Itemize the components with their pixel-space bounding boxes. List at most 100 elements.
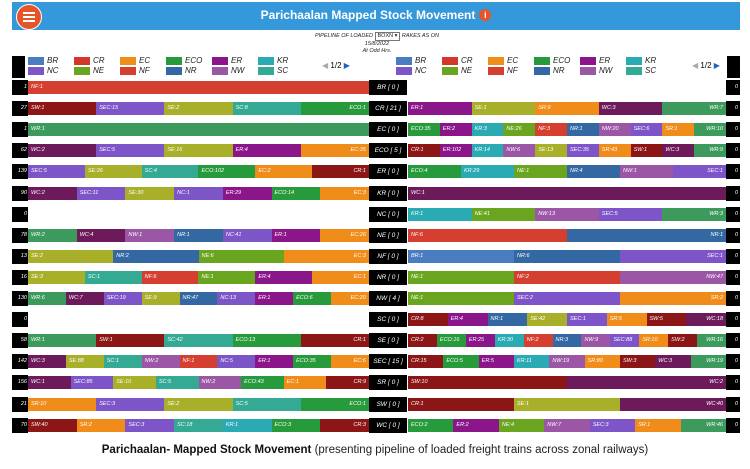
movement-bar-sr[interactable]: SR:10 — [28, 397, 97, 411]
movement-bar-kr[interactable]: KR:11 — [513, 355, 550, 369]
movement-bar-sw[interactable]: SW:40 — [28, 418, 77, 432]
movement-bar-ec[interactable]: EC:20 — [331, 292, 369, 305]
legend-item-kr[interactable]: KR — [626, 56, 656, 66]
movement-bar-kr[interactable]: KR:1 — [222, 418, 272, 432]
movement-bar-kr[interactable]: KR:29 — [461, 165, 514, 179]
movement-bar-sec[interactable]: SEC:5 — [96, 144, 165, 158]
movement-bar-er[interactable]: ER:1 — [255, 355, 294, 369]
movement-bar-se[interactable]: SE:10 — [113, 376, 156, 390]
movement-bar-sc[interactable]: SC:5 — [155, 376, 199, 390]
movement-bar-ne[interactable]: NE:1 — [408, 292, 514, 305]
movement-bar-eco[interactable]: ECO:5 — [443, 355, 479, 369]
legend-item-br[interactable]: BR — [28, 56, 58, 66]
movement-bar-se[interactable]: SE:42 — [527, 313, 567, 327]
movement-bar-wr[interactable]: WR:10 — [694, 123, 726, 137]
movement-bar-se[interactable]: SE:2 — [28, 249, 114, 263]
movement-bar-cr[interactable]: CR:9 — [326, 376, 369, 390]
movement-bar-er[interactable]: ER:2 — [439, 123, 472, 137]
movement-bar-er[interactable]: ER:102 — [439, 144, 472, 158]
movement-bar-er[interactable]: ER:2 — [453, 418, 499, 432]
movement-bar-eco[interactable]: ECO:35 — [293, 355, 331, 369]
movement-bar-se[interactable]: SE:26 — [84, 165, 142, 179]
movement-bar-se[interactable]: SE:9 — [141, 292, 180, 305]
movement-bar-ne[interactable]: NE:4 — [498, 418, 545, 432]
movement-bar-nc[interactable]: NC:5 — [217, 355, 256, 369]
movement-bar-nw[interactable]: NW:20 — [598, 123, 631, 137]
movement-bar-nw[interactable]: NW:47 — [620, 270, 726, 284]
movement-bar-sr[interactable]: SR:9 — [535, 102, 599, 116]
movement-bar-wc[interactable]: WC:4 — [76, 228, 126, 242]
movement-bar-wr[interactable]: WR:46 — [680, 418, 726, 432]
movement-bar-ec[interactable]: EC:1 — [312, 270, 369, 284]
movement-bar-wr[interactable]: WR:3 — [662, 207, 726, 221]
movement-bar-wc[interactable]: WC:2 — [28, 186, 77, 200]
pager-left[interactable]: ◀ 1/2 ▶ — [322, 61, 350, 70]
zone-label[interactable]: NR [ 0 ] — [369, 269, 407, 285]
legend-item-nc[interactable]: NC — [28, 66, 59, 76]
zone-label[interactable]: NF [ 0 ] — [369, 248, 407, 264]
movement-bar-sw[interactable]: SW:5 — [646, 313, 687, 327]
movement-bar-wr[interactable]: WR:7 — [662, 102, 726, 116]
movement-bar-se[interactable]: SE:2 — [164, 102, 233, 116]
legend-item-er[interactable]: ER — [580, 56, 610, 66]
movement-bar-wr[interactable]: WR:1 — [28, 123, 369, 137]
movement-bar-nr[interactable]: NR:1 — [174, 228, 223, 242]
movement-bar-sec[interactable]: SEC:3 — [125, 418, 175, 432]
movement-bar-ne[interactable]: NE:1 — [408, 270, 514, 284]
movement-bar-wc[interactable]: WC:1 — [408, 186, 726, 200]
zone-label[interactable]: NE [ 0 ] — [369, 227, 407, 243]
movement-bar-eco[interactable]: ECO:14 — [271, 186, 321, 200]
movement-bar-sec[interactable]: SEC:85 — [70, 376, 114, 390]
movement-bar-ne[interactable]: NE:6 — [198, 249, 284, 263]
legend-item-nr[interactable]: NR — [534, 66, 565, 76]
movement-bar-ec[interactable]: EC:3 — [320, 186, 369, 200]
zone-label[interactable]: ECO [ 5 ] — [369, 143, 407, 159]
zone-label[interactable]: EC [ 0 ] — [369, 122, 407, 138]
movement-bar-sc[interactable]: SC:18 — [174, 418, 223, 432]
movement-bar-nc[interactable]: NC:13 — [217, 292, 256, 305]
movement-bar-se[interactable]: SE:16 — [164, 144, 233, 158]
movement-bar-se[interactable]: SE:1 — [514, 397, 620, 411]
legend-item-cr[interactable]: CR — [442, 56, 473, 66]
pager-prev-icon[interactable]: ◀ — [322, 61, 329, 70]
movement-bar-eco[interactable]: ECO:4 — [408, 165, 461, 179]
zone-label[interactable]: WC [ 0 ] — [369, 417, 407, 433]
movement-bar-wc[interactable]: WC:2 — [28, 144, 97, 158]
movement-bar-nr[interactable]: NR:6 — [514, 249, 620, 263]
movement-bar-er[interactable]: ER:29 — [222, 186, 272, 200]
movement-bar-nw[interactable]: NW:19 — [549, 355, 585, 369]
movement-bar-wc[interactable]: WC:18 — [686, 313, 726, 327]
movement-bar-sc[interactable]: SC:1 — [103, 355, 142, 369]
pager-next-icon[interactable]: ▶ — [343, 61, 350, 70]
movement-bar-se[interactable]: SE:30 — [125, 186, 175, 200]
pager-next-icon[interactable]: ▶ — [713, 61, 720, 70]
movement-bar-ec[interactable]: EC:2 — [255, 165, 313, 179]
movement-bar-er[interactable]: ER:1 — [255, 292, 294, 305]
movement-bar-nw[interactable]: NW:2 — [198, 376, 242, 390]
movement-bar-eco[interactable]: ECO:3 — [271, 418, 321, 432]
movement-bar-ec[interactable]: EC:3 — [283, 249, 369, 263]
movement-bar-nw[interactable]: NW:13 — [535, 207, 599, 221]
legend-item-ec[interactable]: EC — [488, 56, 518, 66]
movement-bar-sec[interactable]: SEC:15 — [96, 102, 165, 116]
zone-label[interactable]: KR [ 0 ] — [369, 185, 407, 201]
movement-bar-wc[interactable]: WC:3 — [598, 102, 663, 116]
movement-bar-cr[interactable]: CR:1 — [408, 144, 440, 158]
pager-prev-icon[interactable]: ◀ — [692, 61, 699, 70]
movement-bar-se[interactable]: SE:88 — [65, 355, 104, 369]
movement-bar-ec[interactable]: EC:26 — [320, 228, 369, 242]
movement-bar-sr[interactable]: SR:10 — [639, 334, 669, 348]
movement-bar-wr[interactable]: WR:19 — [690, 355, 726, 369]
movement-bar-se[interactable]: SE:1 — [471, 102, 536, 116]
zone-label[interactable]: CR [ 21 ] — [369, 101, 407, 117]
legend-item-cr[interactable]: CR — [74, 56, 105, 66]
movement-bar-sec[interactable]: SEC:1 — [620, 249, 726, 263]
movement-bar-wc[interactable]: WC:3 — [662, 144, 695, 158]
movement-bar-sr[interactable]: SR:1 — [662, 123, 695, 137]
zone-label[interactable]: NC [ 0 ] — [369, 206, 407, 222]
legend-item-sc[interactable]: SC — [626, 66, 656, 76]
movement-bar-se[interactable]: SE:3 — [28, 270, 85, 284]
movement-bar-sw[interactable]: SW:1 — [28, 102, 97, 116]
movement-bar-sec[interactable]: SEC:3 — [589, 418, 636, 432]
movement-bar-se[interactable]: SE:13 — [535, 144, 567, 158]
